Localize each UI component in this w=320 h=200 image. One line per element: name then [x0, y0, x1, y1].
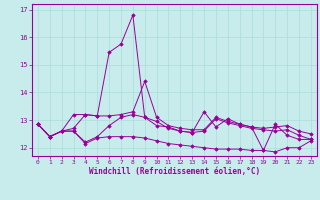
X-axis label: Windchill (Refroidissement éolien,°C): Windchill (Refroidissement éolien,°C)	[89, 167, 260, 176]
